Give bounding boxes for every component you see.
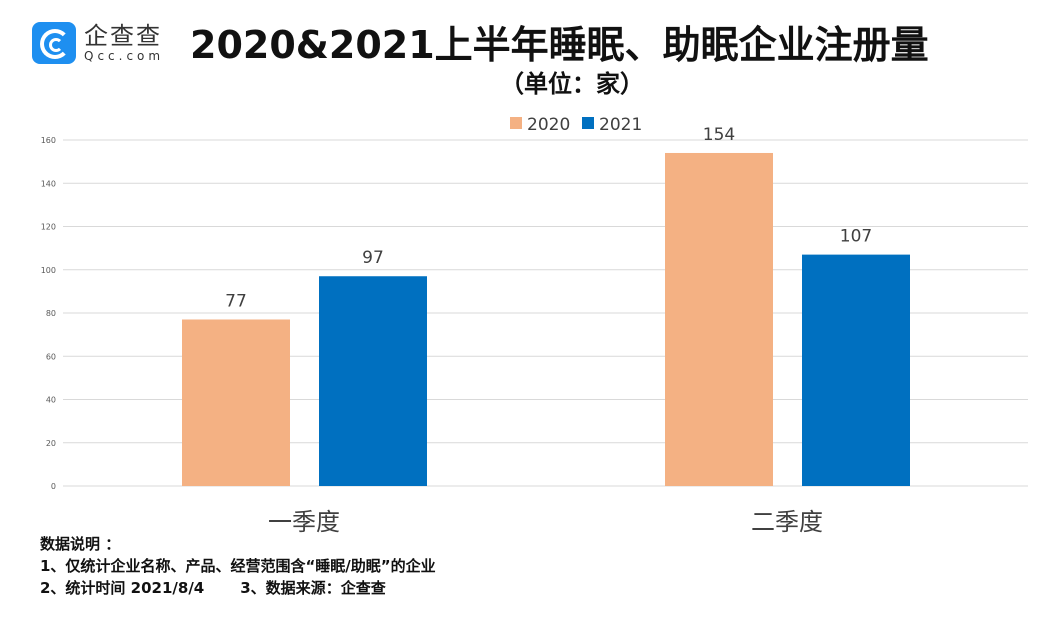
bar <box>319 276 427 486</box>
y-tick-label: 20 <box>46 439 56 448</box>
legend-label: 2020 <box>527 115 570 135</box>
data-label: 154 <box>703 125 735 145</box>
qcc-logo: 企查查 Qcc.com <box>32 22 164 64</box>
y-tick-label: 120 <box>41 223 56 232</box>
y-tick-label: 140 <box>41 179 56 188</box>
y-tick-label: 0 <box>51 482 56 491</box>
y-tick-label: 80 <box>46 309 56 318</box>
bar <box>665 152 773 486</box>
y-tick-label: 100 <box>41 266 56 275</box>
notes-heading: 数据说明 ： <box>40 535 121 553</box>
y-tick-label: 40 <box>46 396 56 405</box>
x-tick-label: 二季度 <box>751 508 823 536</box>
data-label: 97 <box>362 248 384 268</box>
chart-title: 2020&2021上半年睡眠、助眠企业注册量 <box>190 23 929 67</box>
legend-swatch <box>582 117 594 129</box>
y-tick-label: 60 <box>46 352 56 361</box>
y-tick-label: 160 <box>41 136 56 145</box>
legend-label: 2021 <box>599 115 642 135</box>
notes-line2b: 3、数据来源：企查查 <box>240 579 386 597</box>
data-label: 107 <box>840 227 872 247</box>
logo-cn: 企查查 <box>84 22 162 50</box>
qcc-logo-icon <box>32 22 76 64</box>
data-label: 77 <box>225 291 247 311</box>
notes-line2a: 2、统计时间 2021/8/4 <box>40 579 205 597</box>
bar <box>182 319 290 486</box>
notes-line1: 1、仅统计企业名称、产品、经营范围含“睡眠/助眠”的企业 <box>40 557 436 575</box>
data-notes: 数据说明 ： 1、仅统计企业名称、产品、经营范围含“睡眠/助眠”的企业 2、统计… <box>40 533 436 599</box>
chart-subtitle: （单位：家） <box>500 70 644 98</box>
legend-swatch <box>510 117 522 129</box>
x-tick-label: 一季度 <box>268 508 340 536</box>
bar <box>802 254 910 486</box>
logo-en: Qcc.com <box>84 49 165 63</box>
